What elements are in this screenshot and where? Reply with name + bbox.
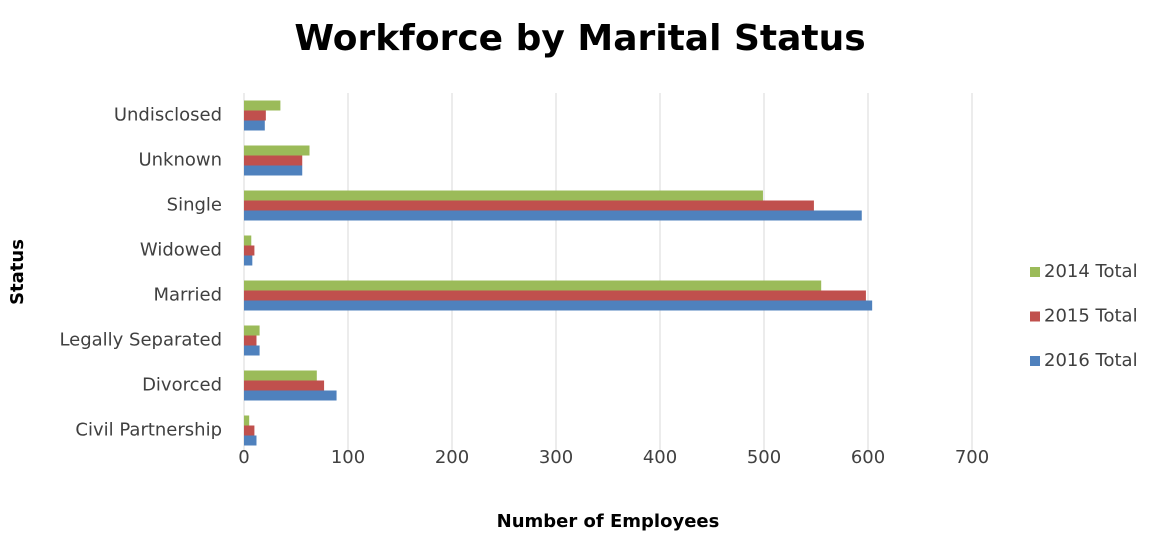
y-axis-title: Status [7,239,28,305]
x-tick-label: 0 [238,447,249,468]
bar [244,380,325,391]
x-tick-label: 300 [539,447,573,468]
y-tick-label: Widowed [140,240,222,261]
legend-label: 2015 Total [1044,306,1138,327]
bar [244,415,250,426]
bar [244,255,253,266]
bar [244,335,257,346]
legend-swatch [1030,356,1040,366]
x-tick-label: 700 [955,447,989,468]
x-tick-label: 100 [331,447,365,468]
bar [244,300,873,311]
legend-label: 2016 Total [1044,350,1138,371]
bar [244,200,814,211]
x-tick-label: 600 [851,447,885,468]
bar [244,425,255,436]
legend-swatch [1030,267,1040,277]
bar [244,435,257,446]
chart-title: Workforce by Marital Status [294,18,865,59]
x-tick-label: 200 [435,447,469,468]
bar [244,245,255,256]
x-tick-label: 400 [643,447,677,468]
y-tick-label: Undisclosed [114,105,222,126]
bar [244,345,260,356]
bar [244,370,317,381]
bar [244,210,862,221]
bar [244,235,252,246]
y-tick-label: Civil Partnership [75,420,222,441]
y-tick-label: Unknown [138,150,222,171]
bar [244,290,866,301]
y-tick-label: Single [167,195,222,216]
bar [244,145,310,156]
bar [244,120,265,131]
bar [244,390,337,401]
bar [244,165,303,176]
legend-swatch [1030,311,1040,322]
bar [244,190,763,201]
y-tick-label: Divorced [142,375,222,396]
y-tick-label: Legally Separated [59,330,222,351]
bar [244,110,266,121]
x-axis-title: Number of Employees [497,511,720,532]
bar [244,155,303,166]
legend-label: 2014 Total [1044,261,1138,282]
bar [244,280,822,291]
bar [244,100,281,111]
y-tick-label: Married [153,285,222,306]
x-tick-label: 500 [747,447,781,468]
bar [244,325,260,336]
